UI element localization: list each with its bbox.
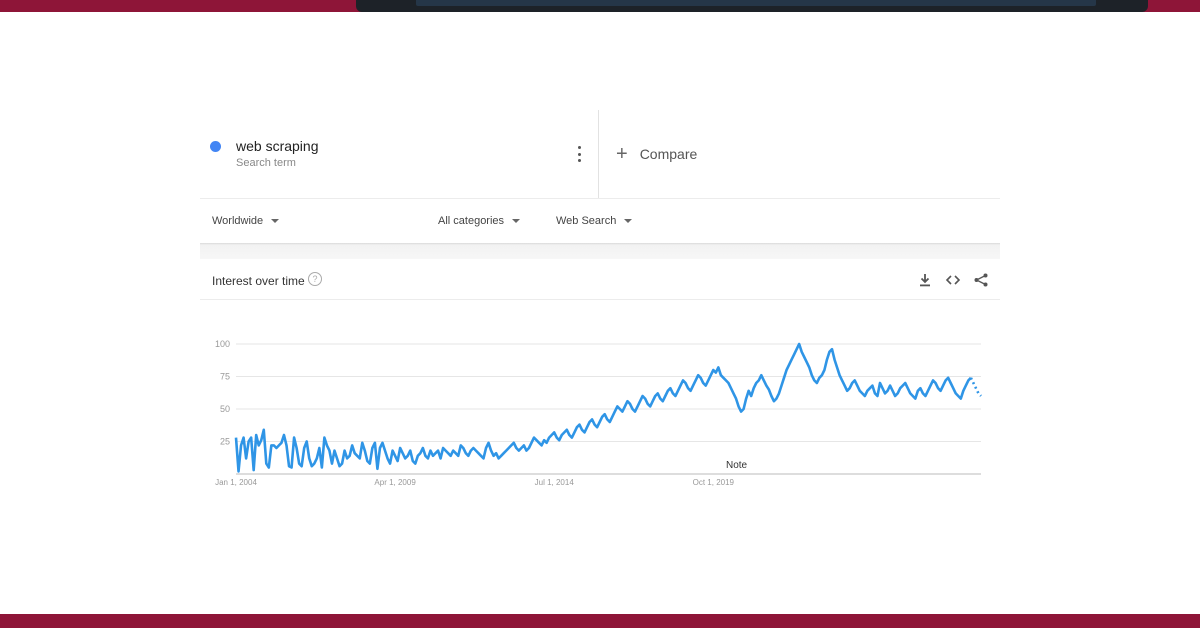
- category-filter[interactable]: All categories: [438, 215, 521, 227]
- laptop-photo-edge: [356, 0, 1148, 12]
- y-tick-label: 75: [220, 372, 230, 382]
- x-tick-label: Apr 1, 2009: [374, 478, 416, 487]
- region-filter-label: Worldwide: [212, 215, 264, 227]
- x-tick-label: Jul 1, 2014: [535, 478, 575, 487]
- filters-shadow: [200, 243, 1000, 259]
- embed-icon[interactable]: [945, 272, 961, 288]
- compare-button[interactable]: + Compare: [616, 143, 698, 165]
- series-line-web-scraping: [234, 342, 972, 473]
- x-tick-label: Jan 1, 2004: [215, 478, 257, 487]
- interest-over-time-header: Interest over time ?: [200, 260, 1000, 300]
- row-separator: [200, 198, 1000, 199]
- x-tick-label: Oct 1, 2019: [693, 478, 735, 487]
- share-icon[interactable]: [973, 272, 989, 288]
- plus-icon: +: [616, 143, 628, 165]
- help-icon[interactable]: ?: [308, 272, 322, 286]
- laptop-screen-strip: [416, 0, 1096, 6]
- bottom-brand-band: [0, 614, 1200, 628]
- series-line-partial: [969, 377, 982, 397]
- interest-over-time-title: Interest over time: [212, 274, 305, 288]
- search-type-filter-label: Web Search: [556, 215, 617, 227]
- header-separator: [200, 299, 1000, 300]
- search-type-filter[interactable]: Web Search: [556, 215, 633, 227]
- filters-bar: Worldwide All categories Web Search: [200, 199, 1000, 243]
- search-term-box[interactable]: web scraping Search term: [200, 110, 598, 198]
- y-tick-label: 50: [220, 404, 230, 414]
- more-options-icon[interactable]: [574, 146, 584, 162]
- caret-down-icon: [271, 219, 280, 223]
- caret-down-icon: [624, 219, 633, 223]
- top-brand-band: [0, 0, 1200, 12]
- search-term-subtitle: Search term: [236, 157, 296, 169]
- chart-note[interactable]: Note: [726, 460, 748, 471]
- download-icon[interactable]: [917, 272, 933, 288]
- caret-down-icon: [512, 219, 521, 223]
- y-tick-label: 25: [220, 437, 230, 447]
- search-term-name: web scraping: [236, 138, 319, 154]
- term-color-dot: [210, 141, 221, 152]
- y-tick-label: 100: [215, 339, 230, 349]
- search-term-row: web scraping Search term + Compare: [200, 110, 1000, 198]
- region-filter[interactable]: Worldwide: [212, 215, 280, 227]
- compare-label: Compare: [639, 146, 698, 162]
- term-divider: [598, 110, 599, 198]
- category-filter-label: All categories: [438, 215, 505, 227]
- interest-chart: 25 50 75 100 Jan 1, 2004 Apr 1, 2009 Jul 1, 2…: [215, 339, 982, 487]
